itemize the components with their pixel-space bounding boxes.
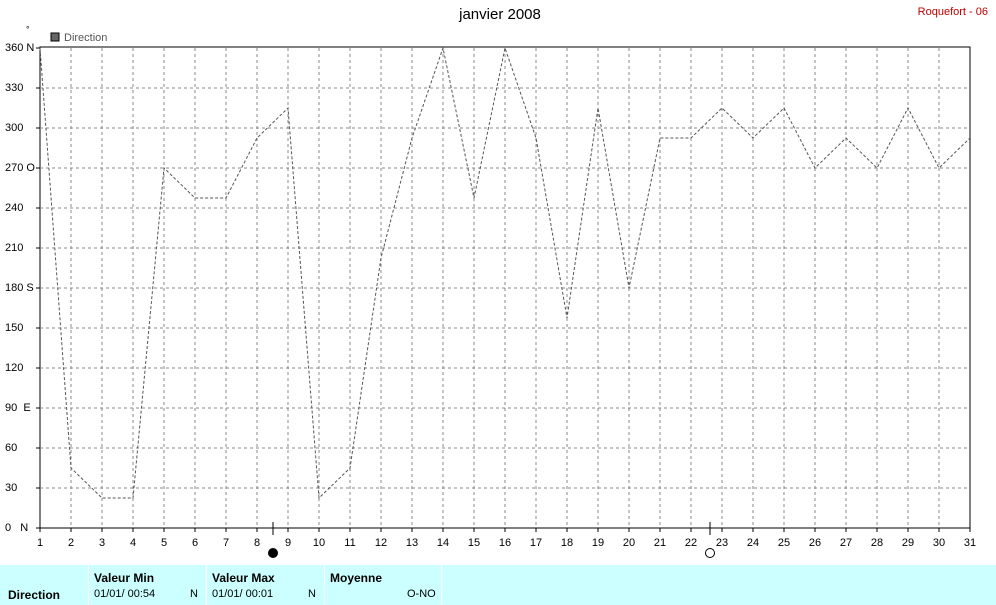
y-tick-label: 150	[5, 322, 23, 334]
y-tick-label: 90 E	[5, 402, 31, 414]
x-tick-label: 27	[840, 537, 852, 549]
separator	[324, 565, 325, 605]
x-tick-label: 7	[223, 537, 229, 549]
y-tick-label: 120	[5, 362, 23, 374]
stats-label: Direction	[8, 588, 61, 602]
x-tick-label: 6	[192, 537, 198, 549]
x-tick-label: 10	[313, 537, 325, 549]
x-tick-label: 30	[933, 537, 945, 549]
x-tick-label: 2	[68, 537, 74, 549]
x-tick-label: 4	[130, 537, 136, 549]
y-tick-label: 0 N	[5, 522, 28, 534]
stats-date: 01/01/ 00:54	[94, 588, 156, 600]
x-tick-label: 18	[561, 537, 573, 549]
x-tick-label: 15	[468, 537, 480, 549]
moon-icon	[268, 548, 278, 558]
stats-mean: O-NO	[407, 588, 436, 600]
stats-header: Valeur Min	[94, 571, 155, 585]
data-line	[39, 46, 971, 500]
moon-icon	[705, 548, 715, 558]
y-tick-label: 330	[5, 82, 23, 94]
y-tick-label: 300	[5, 122, 23, 134]
x-tick-label: 3	[99, 537, 105, 549]
x-tick-label: 5	[161, 537, 167, 549]
legend-label: Direction	[64, 32, 107, 44]
stats-date: 01/01/ 00:01	[212, 588, 274, 600]
x-tick-label: 14	[437, 537, 449, 549]
y-tick-label: 270 O	[5, 162, 35, 174]
legend-swatch	[50, 32, 60, 42]
y-tick-label: 30	[5, 482, 17, 494]
y-tick-label: 210	[5, 242, 23, 254]
stats-dir: N	[308, 588, 316, 600]
y-tick-label: 180 S	[5, 282, 34, 294]
x-tick-label: 22	[685, 537, 697, 549]
x-tick-label: 19	[592, 537, 604, 549]
stats-dir: N	[190, 588, 198, 600]
x-tick-label: 31	[964, 537, 976, 549]
station: Roquefort - 06	[918, 6, 988, 18]
x-tick-label: 26	[809, 537, 821, 549]
x-tick-label: 13	[406, 537, 418, 549]
stats-header: Valeur Max	[212, 571, 275, 585]
stats-header: Moyenne	[330, 571, 383, 585]
separator	[206, 565, 207, 605]
x-tick-label: 11	[344, 537, 355, 549]
x-tick-label: 25	[778, 537, 790, 549]
chart-title: janvier 2008	[458, 6, 541, 23]
x-tick-label: 29	[902, 537, 914, 549]
y-tick-label: 360 N	[5, 42, 34, 54]
x-tick-label: 21	[654, 537, 666, 549]
y-tick-label: 60	[5, 442, 17, 454]
x-tick-label: 28	[871, 537, 883, 549]
separator	[88, 565, 89, 605]
separator	[441, 565, 442, 605]
stats-bar: Direction Valeur Min 01/01/ 00:54 N Vale…	[0, 565, 996, 605]
x-tick-label: 9	[285, 537, 291, 549]
x-tick-label: 12	[375, 537, 387, 549]
x-tick-label: 20	[623, 537, 635, 549]
x-tick-label: 8	[254, 537, 260, 549]
x-tick-label: 23	[716, 537, 728, 549]
x-tick-label: 24	[747, 537, 759, 549]
chart: janvier 2008 Roquefort - 06 ° Direction …	[5, 6, 988, 558]
x-tick-label: 17	[530, 537, 542, 549]
y-tick-label: 240	[5, 202, 23, 214]
x-tick-label: 16	[499, 537, 511, 549]
x-tick-label: 1	[37, 537, 43, 549]
unit: °	[26, 24, 30, 34]
